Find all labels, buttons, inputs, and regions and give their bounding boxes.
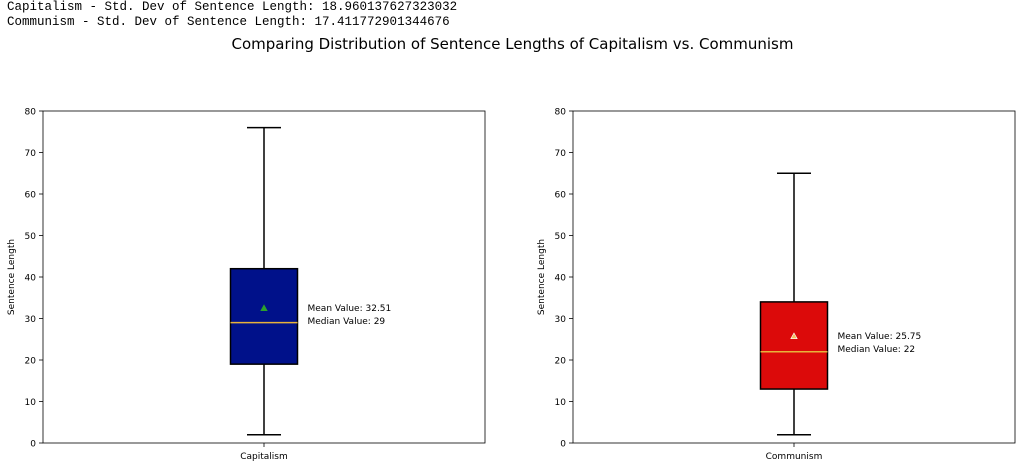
communism-ytick-label-0: 0 [560, 440, 566, 450]
capitalism-mean-annotation: Mean Value: 32.51 [308, 304, 392, 314]
capitalism-ytick-label-20: 20 [25, 357, 37, 367]
capitalism-mean-marker [260, 304, 268, 311]
figure-title: Comparing Distribution of Sentence Lengt… [231, 35, 794, 53]
capitalism-ytick-label-0: 0 [30, 440, 36, 450]
communism-ytick-label-60: 60 [555, 191, 567, 201]
capitalism-ytick-label-50: 50 [25, 232, 37, 242]
capitalism-ytick-label-80: 80 [25, 108, 37, 118]
capitalism-category-label: Capitalism [240, 452, 288, 462]
communism-median-annotation: Median Value: 22 [838, 345, 916, 355]
console-line-capitalism-std: Capitalism - Std. Dev of Sentence Length… [7, 0, 458, 14]
communism-ytick-label-10: 10 [555, 398, 567, 408]
communism-ytick-label-80: 80 [555, 108, 567, 118]
capitalism-ytick-label-60: 60 [25, 191, 37, 201]
capitalism-median-annotation: Median Value: 29 [308, 317, 386, 327]
console-output: Capitalism - Std. Dev of Sentence Length… [7, 0, 457, 30]
capitalism-ytick-label-40: 40 [25, 274, 37, 284]
communism-ytick-label-70: 70 [555, 149, 567, 159]
communism-ytick-label-20: 20 [555, 357, 567, 367]
communism-box [759, 301, 829, 390]
console-line-communism-std: Communism - Std. Dev of Sentence Length:… [7, 15, 450, 29]
capitalism-ytick-label-10: 10 [25, 398, 37, 408]
capitalism-ylabel: Sentence Length [7, 239, 17, 315]
capitalism-ytick-label-70: 70 [25, 149, 37, 159]
communism-ytick-label-40: 40 [555, 274, 567, 284]
capitalism-box [229, 267, 299, 365]
communism-category-label: Communism [766, 452, 823, 462]
communism-ytick-label-30: 30 [555, 315, 567, 325]
communism-mean-annotation: Mean Value: 25.75 [838, 332, 922, 342]
communism-ytick-label-50: 50 [555, 232, 567, 242]
communism-ylabel: Sentence Length [537, 239, 547, 315]
communism-mean-marker [790, 332, 798, 339]
capitalism-ytick-label-30: 30 [25, 315, 37, 325]
